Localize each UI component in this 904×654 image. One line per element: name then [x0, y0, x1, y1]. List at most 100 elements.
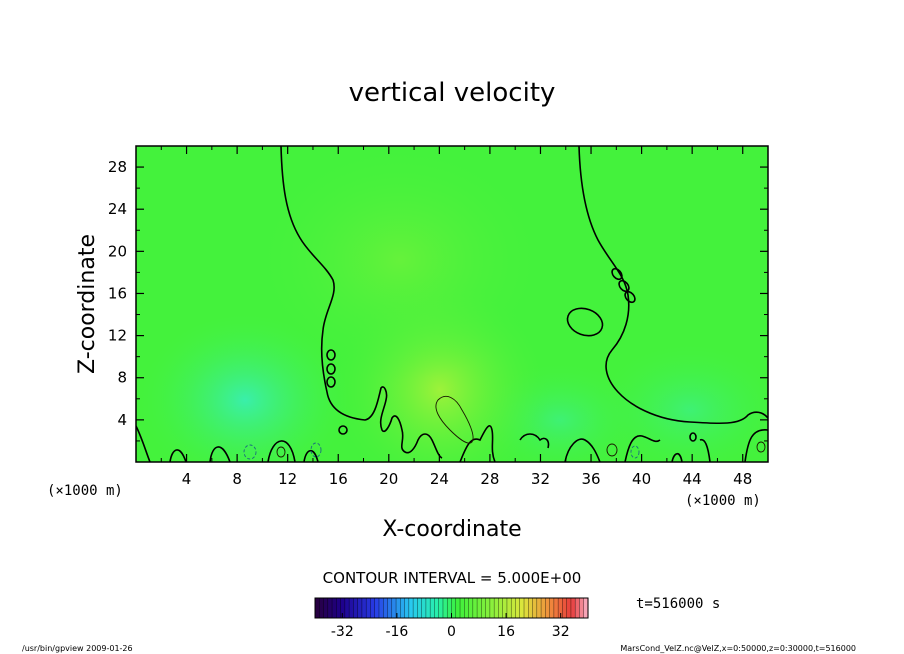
colorbar-cell [460, 598, 465, 618]
x-tick-label: 40 [632, 470, 651, 488]
x-tick-label: 12 [278, 470, 297, 488]
colorbar-cell [374, 598, 380, 618]
colorbar-cell [583, 598, 589, 618]
zero-contour-right [578, 146, 768, 425]
updraft-contour [435, 396, 474, 444]
colorbar-cell [378, 598, 384, 618]
colorbar-cell [413, 598, 418, 618]
colorbar-cell [575, 598, 581, 618]
footer-left: /usr/bin/gpview 2009-01-26 [22, 644, 133, 653]
colorbar-tick-label: -32 [331, 624, 354, 640]
colorbar-cell [421, 598, 427, 618]
colorbar-cell [566, 598, 572, 618]
colorbar-cell [511, 598, 517, 618]
updraft-contour [606, 443, 618, 457]
colorbar-cell [400, 598, 406, 618]
x-tick-label: 28 [480, 470, 499, 488]
x-tick-label: 8 [232, 470, 242, 488]
colorbar-cell [387, 598, 393, 618]
contour-closed [338, 425, 348, 435]
downdraft-contour [630, 445, 640, 459]
colorbar-cell [545, 598, 551, 618]
colorbar-cell [464, 598, 470, 618]
x-tick-label: 36 [581, 470, 600, 488]
downdraft-region [590, 340, 768, 462]
contour-closed [326, 376, 336, 388]
colorbar-cell [519, 598, 525, 618]
colorbar-cell [430, 598, 436, 618]
colorbar-cell [349, 598, 354, 618]
zero-contour-left [280, 146, 443, 459]
contour-closed [326, 363, 336, 375]
colorbar-cell [562, 598, 568, 618]
colorbar-cell [425, 598, 431, 618]
x-tick-label: 24 [430, 470, 449, 488]
colorbar-cell [315, 598, 320, 618]
colorbar-cell [528, 598, 534, 618]
contour-bottom-chain [136, 425, 768, 462]
updraft-contours [276, 396, 766, 458]
x-tick-label: 32 [531, 470, 550, 488]
colorbar-cell [336, 598, 342, 618]
colorbar-cell [438, 598, 444, 618]
footer-right: MarsCond_VelZ.nc@VelZ,x=0:50000,z=0:3000… [620, 644, 856, 653]
contour-closed [689, 432, 697, 442]
colorbar-cell [570, 598, 576, 618]
colorbar-cell [451, 598, 457, 618]
colorbar-cell [434, 598, 440, 618]
colorbar-cell [332, 598, 337, 618]
contour-closed [618, 279, 630, 293]
y-tick-label: 4 [117, 411, 127, 429]
colorbar-cell [498, 598, 504, 618]
colorbar-cell [404, 598, 410, 618]
updraft-contour [756, 441, 766, 453]
colorbar-cell [489, 598, 495, 618]
colorbar-cell [506, 598, 512, 618]
contour-closed [566, 307, 604, 337]
x-axis-unit-left: (×1000 m) [47, 483, 123, 499]
y-tick-label: 12 [108, 327, 127, 345]
colorbar-tick-label: 0 [447, 624, 456, 640]
colorbar-cell [455, 598, 461, 618]
y-tick-label: 28 [108, 158, 127, 176]
colorbar-cell [408, 598, 414, 618]
x-tick-label: 16 [329, 470, 348, 488]
colorbar-cell [515, 598, 521, 618]
colorbar-cell [396, 598, 401, 618]
plot-frame [135, 145, 769, 463]
x-tick-label: 48 [733, 470, 752, 488]
colorbar-cell [370, 598, 376, 618]
colorbar-cell [549, 598, 555, 618]
colorbar-cell [323, 598, 329, 618]
colorbar-cell [442, 598, 448, 618]
y-tick-label: 16 [108, 284, 127, 302]
colorbar-cell [558, 598, 564, 618]
colorbar-cell [481, 598, 487, 618]
colorbar-cell [532, 598, 538, 618]
colorbar-cell [536, 598, 542, 618]
updraft-region [250, 146, 550, 380]
colorbar-tick-label: 16 [497, 624, 515, 640]
x-tick-label: 20 [379, 470, 398, 488]
colorbar-cell [366, 598, 372, 618]
colorbar-tick-label: -16 [385, 624, 408, 640]
contour-lines [136, 146, 768, 462]
x-axis-unit-right: (×1000 m) [685, 493, 761, 509]
colorbar-cell [417, 598, 423, 618]
colorbar-cell [383, 598, 389, 618]
colorbar-cell [524, 598, 529, 618]
contour-interval-label: CONTOUR INTERVAL = 5.000E+00 [323, 569, 582, 587]
colorbar-cell [361, 598, 367, 618]
colorbar-cell [485, 598, 491, 618]
colorbar-cell [494, 598, 500, 618]
y-axis-label: Z-coordinate [75, 234, 100, 374]
colorbar-cell [353, 598, 359, 618]
colorbar-cell [340, 598, 346, 618]
y-tick-label: 8 [117, 369, 127, 387]
x-axis: 4 8 12 16 20 24 28 32 36 40 44 48 [160, 146, 752, 488]
chart-title: vertical velocity [349, 78, 556, 108]
colorbar-cell [477, 598, 482, 618]
contour-closed [624, 290, 636, 304]
contour-closed [326, 349, 336, 361]
